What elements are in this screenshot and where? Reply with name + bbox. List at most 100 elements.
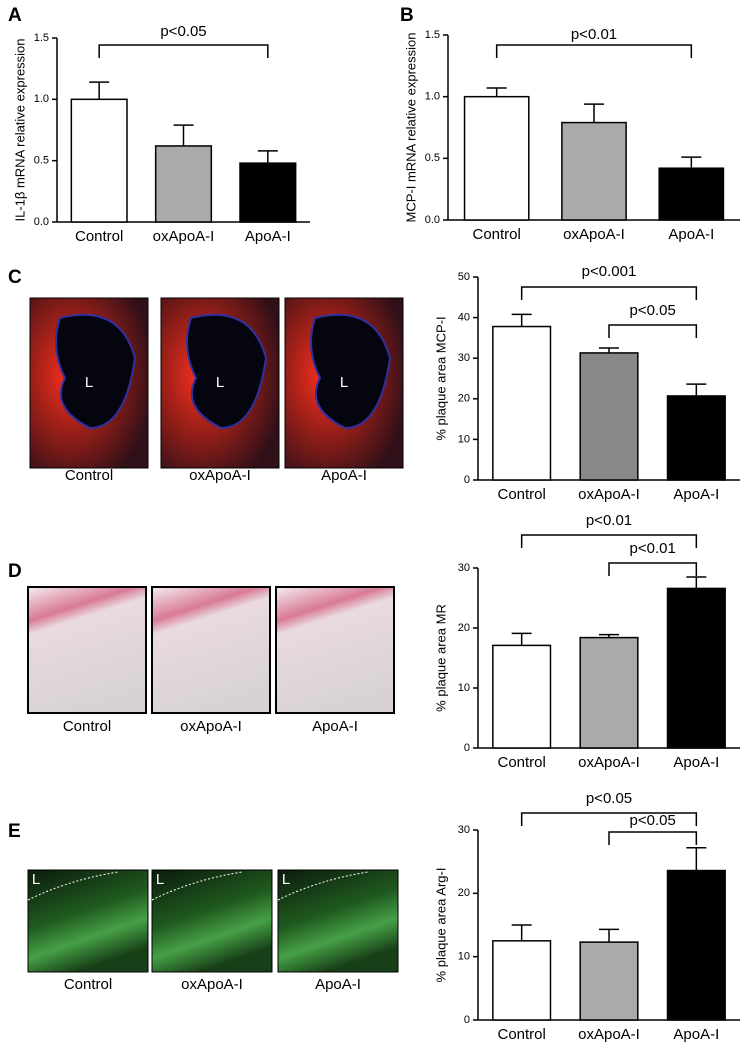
error-bar: [681, 156, 702, 169]
error-bar: [511, 313, 532, 327]
y-tick-label: 40: [458, 312, 470, 324]
lumen-label: L: [32, 871, 40, 888]
x-tick-label: oxApoA-I: [578, 1026, 640, 1043]
image-caption: ApoA-I: [321, 467, 367, 484]
error-bar: [511, 924, 532, 941]
x-tick-label: Control: [497, 1026, 545, 1043]
bar: [463, 95, 530, 221]
image-caption: Control: [63, 718, 111, 735]
y-tick-label: 0.5: [425, 152, 440, 164]
y-axis-label: % plaque area MCP-I: [433, 316, 448, 440]
error-bar: [486, 87, 507, 97]
image-caption: oxApoA-I: [189, 467, 251, 484]
x-tick-label: Control: [497, 486, 545, 503]
y-axis-label: IL-1β mRNA relative expression: [12, 38, 27, 221]
significance-label: p<0.05: [630, 812, 676, 829]
lumen-border: [151, 871, 243, 901]
image-caption: Control: [65, 467, 113, 484]
bar: [492, 940, 552, 1021]
lumen: [310, 313, 392, 430]
image-caption: Control: [64, 976, 112, 993]
error-bar: [257, 150, 278, 164]
error-bar: [686, 383, 707, 396]
micrograph: [151, 869, 273, 973]
y-tick-label: 30: [458, 562, 470, 574]
y-tick-label: 0.0: [34, 216, 49, 228]
significance-bracket: [608, 324, 698, 338]
error-bar: [599, 633, 619, 638]
panel-letter: C: [8, 267, 22, 288]
y-tick-label: 20: [458, 622, 470, 634]
bar: [666, 395, 726, 481]
y-tick-label: 0.5: [34, 155, 49, 167]
significance-label: p<0.001: [582, 263, 637, 280]
image-caption: ApoA-I: [312, 718, 358, 735]
significance-label: p<0.01: [630, 540, 676, 557]
bar: [579, 941, 639, 1021]
lumen-label: L: [216, 374, 224, 391]
bar: [658, 167, 725, 221]
significance-label: p<0.01: [586, 512, 632, 529]
y-tick-label: 0: [464, 742, 470, 754]
y-axis-label: % plaque area MR: [433, 604, 448, 712]
x-tick-label: ApoA-I: [668, 226, 714, 243]
y-axis-label: % plaque area Arg-I: [433, 868, 448, 983]
error-bar: [599, 928, 619, 943]
bar: [579, 636, 639, 749]
y-tick-label: 30: [458, 352, 470, 364]
y-tick-label: 30: [458, 824, 470, 836]
significance-bracket: [520, 812, 698, 826]
y-tick-label: 1.5: [425, 29, 440, 41]
x-tick-label: ApoA-I: [245, 228, 291, 245]
significance-label: p<0.05: [160, 23, 206, 40]
bar: [492, 644, 552, 749]
y-tick-label: 50: [458, 271, 470, 283]
panel-letter: A: [8, 5, 22, 26]
y-tick-label: 10: [458, 433, 470, 445]
significance-label: p<0.05: [586, 790, 632, 807]
y-tick-label: 10: [458, 951, 470, 963]
x-tick-label: ApoA-I: [673, 754, 719, 771]
image-caption: oxApoA-I: [180, 718, 242, 735]
y-tick-label: 20: [458, 887, 470, 899]
x-tick-label: Control: [75, 228, 123, 245]
y-tick-label: 1.5: [34, 32, 49, 44]
micrograph: [275, 586, 395, 714]
significance-bracket: [98, 44, 269, 58]
y-tick-label: 10: [458, 682, 470, 694]
x-tick-label: oxApoA-I: [563, 226, 625, 243]
lumen: [55, 313, 137, 430]
lumen-label: L: [282, 871, 290, 888]
x-tick-label: oxApoA-I: [578, 754, 640, 771]
error-bar: [511, 632, 532, 646]
significance-bracket: [520, 534, 698, 548]
micrograph: [27, 869, 149, 973]
bar: [579, 352, 639, 481]
significance-bracket: [520, 286, 698, 300]
lumen: [186, 313, 268, 430]
image-caption: oxApoA-I: [181, 976, 243, 993]
micrograph: [151, 586, 271, 714]
lumen-border: [27, 871, 119, 901]
y-tick-label: 0.0: [425, 214, 440, 226]
bar: [492, 325, 552, 481]
y-tick-label: 0: [464, 474, 470, 486]
significance-bracket: [608, 562, 698, 576]
x-tick-label: ApoA-I: [673, 1026, 719, 1043]
error-bar: [173, 124, 194, 146]
lumen-label: L: [340, 374, 348, 391]
error-bar: [599, 347, 619, 353]
bar: [561, 121, 627, 221]
lumen-border: [277, 871, 369, 901]
significance-bracket: [495, 44, 693, 58]
image-caption: ApoA-I: [315, 976, 361, 993]
micrograph: [277, 869, 399, 973]
bar: [70, 98, 128, 223]
bar: [239, 162, 297, 223]
y-tick-label: 0: [464, 1014, 470, 1026]
y-tick-label: 20: [458, 393, 470, 405]
significance-label: p<0.05: [630, 302, 676, 319]
panel-letter: D: [8, 561, 22, 582]
